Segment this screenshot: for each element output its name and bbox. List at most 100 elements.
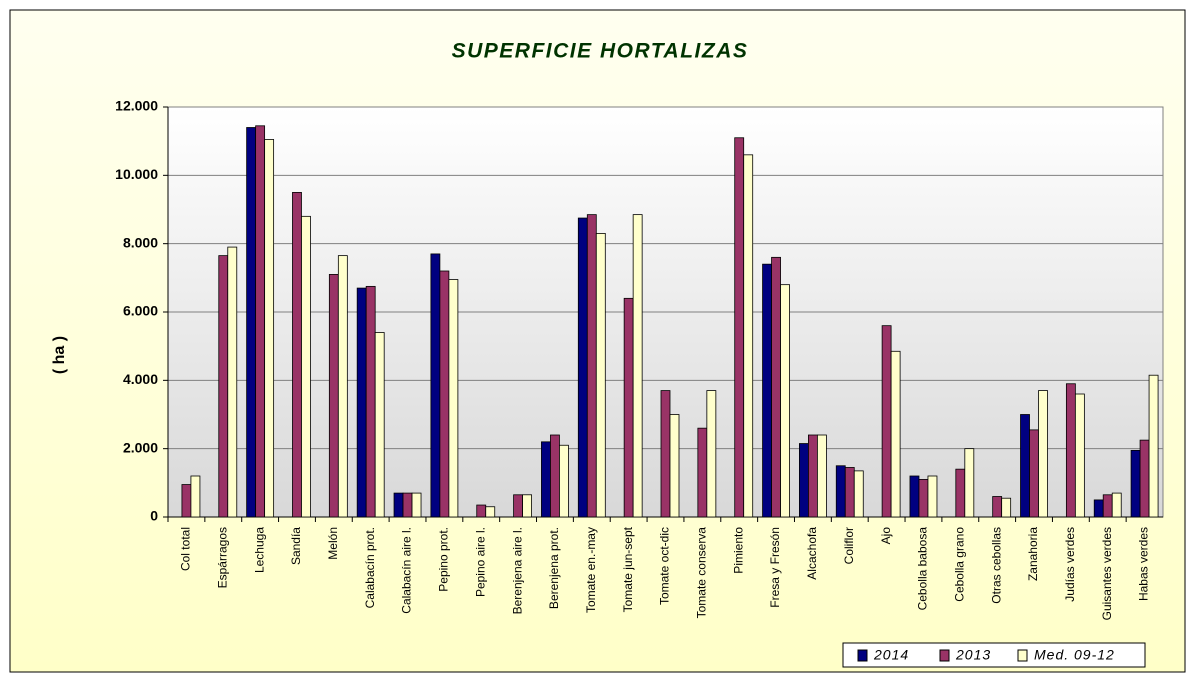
bar bbox=[439, 270, 450, 518]
x-tick-label: Sandía bbox=[289, 527, 303, 565]
bar bbox=[697, 427, 708, 518]
bar bbox=[393, 492, 404, 518]
bar bbox=[255, 125, 266, 518]
bar bbox=[799, 443, 809, 518]
y-tick-label: 2.000 bbox=[123, 439, 158, 455]
bar bbox=[881, 325, 892, 518]
x-tick-label: Cebolla grano bbox=[952, 527, 966, 602]
x-tick-label: Calabacín aire l. bbox=[400, 527, 414, 614]
x-tick-label: Alcachofa bbox=[805, 527, 819, 580]
bar bbox=[1102, 494, 1113, 518]
y-tick-label: 8.000 bbox=[123, 234, 158, 250]
bar bbox=[1020, 414, 1030, 518]
bar bbox=[292, 192, 302, 518]
bar bbox=[337, 255, 348, 518]
x-tick-label: Tomate en.-may bbox=[584, 527, 598, 613]
bar bbox=[550, 434, 560, 518]
bar bbox=[890, 350, 901, 518]
bar bbox=[1111, 492, 1122, 518]
bar bbox=[218, 255, 229, 518]
bar bbox=[669, 414, 680, 518]
x-tick-label: Zanahoria bbox=[1026, 527, 1040, 581]
legend-label: 2014 bbox=[873, 647, 909, 663]
bar bbox=[586, 214, 597, 518]
bar bbox=[927, 475, 938, 518]
bar bbox=[485, 506, 496, 518]
bar bbox=[227, 246, 238, 518]
bar bbox=[1065, 383, 1076, 518]
bar bbox=[632, 214, 643, 518]
bar bbox=[448, 279, 459, 518]
bar bbox=[374, 332, 385, 518]
x-tick-label: Fresa y Fresón bbox=[768, 527, 782, 608]
bar bbox=[1001, 497, 1012, 518]
bar bbox=[246, 127, 257, 518]
bar bbox=[559, 444, 569, 518]
x-tick-label: Ajo bbox=[879, 527, 893, 545]
y-tick-label: 12.000 bbox=[115, 98, 158, 114]
x-tick-label: Guisantes verdes bbox=[1100, 527, 1114, 620]
bar bbox=[780, 284, 790, 518]
bar bbox=[541, 441, 551, 518]
bar bbox=[817, 434, 827, 518]
bar bbox=[430, 253, 441, 518]
bar bbox=[522, 494, 532, 518]
bar bbox=[264, 139, 275, 518]
x-tick-label: Judías verdes bbox=[1063, 527, 1077, 602]
bar bbox=[844, 467, 855, 518]
bar bbox=[301, 215, 311, 518]
bar bbox=[1148, 374, 1159, 518]
bar bbox=[762, 263, 772, 518]
bar bbox=[356, 287, 367, 518]
bar bbox=[513, 494, 523, 518]
bar bbox=[835, 465, 846, 518]
bar bbox=[992, 496, 1003, 518]
chart-title: SUPERFICIE HORTALIZAS bbox=[452, 40, 749, 63]
y-tick-label: 10.000 bbox=[115, 166, 158, 182]
x-tick-label: Tomate oct-dic bbox=[658, 527, 672, 605]
bar bbox=[955, 468, 966, 518]
x-tick-label: Pepino prot. bbox=[437, 527, 451, 592]
x-tick-label: Espárragos bbox=[215, 527, 229, 588]
bar bbox=[595, 233, 606, 518]
x-tick-label: Habas verdes bbox=[1137, 527, 1151, 601]
x-tick-label: Berenjena prot. bbox=[547, 527, 561, 609]
bar bbox=[964, 448, 975, 518]
y-axis-title: ( ha ) bbox=[51, 336, 68, 374]
bar bbox=[623, 297, 634, 518]
x-tick-label: Cebolla babosa bbox=[916, 527, 930, 611]
bar bbox=[181, 484, 192, 518]
x-tick-label: Tomate jun-sept bbox=[621, 526, 635, 612]
y-tick-label: 0 bbox=[150, 508, 158, 524]
bar bbox=[411, 492, 422, 518]
x-tick-label: Coliflor bbox=[842, 527, 856, 564]
bar bbox=[660, 390, 671, 518]
bar bbox=[190, 475, 201, 518]
bar bbox=[706, 390, 717, 518]
bar bbox=[734, 137, 745, 518]
bar bbox=[1139, 439, 1150, 518]
x-tick-label: Berenjena aire l. bbox=[510, 527, 524, 614]
legend-label: 2013 bbox=[955, 647, 991, 663]
x-tick-label: Tomate conserva bbox=[695, 527, 709, 619]
x-tick-label: Lechuga bbox=[252, 527, 266, 573]
x-tick-label: Calabacín prot. bbox=[363, 527, 377, 608]
bar bbox=[328, 274, 339, 518]
x-tick-label: Otras cebollas bbox=[989, 527, 1003, 604]
bar bbox=[476, 504, 487, 518]
legend-swatch bbox=[939, 649, 950, 662]
bar bbox=[771, 256, 781, 518]
x-tick-label: Col total bbox=[179, 527, 193, 571]
bar bbox=[365, 285, 376, 518]
bar bbox=[402, 492, 413, 518]
bar bbox=[853, 470, 864, 518]
y-tick-label: 4.000 bbox=[123, 371, 158, 387]
bar bbox=[743, 154, 754, 518]
legend-swatch bbox=[857, 649, 868, 662]
x-tick-label: Pepino aire l. bbox=[473, 527, 487, 597]
x-tick-label: Melón bbox=[326, 527, 340, 560]
legend bbox=[842, 642, 1146, 668]
bar bbox=[808, 434, 818, 518]
x-tick-label: Pimiento bbox=[731, 527, 745, 574]
